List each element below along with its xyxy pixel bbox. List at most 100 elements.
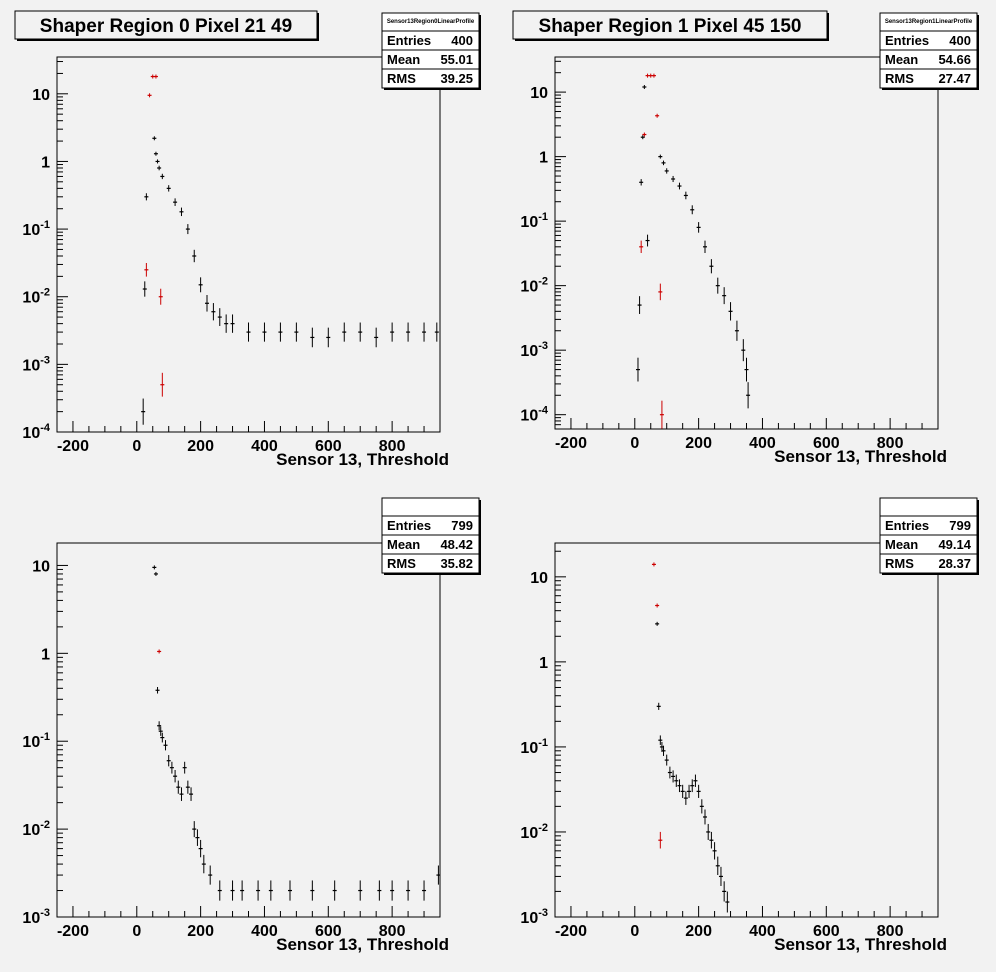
data-point xyxy=(179,207,184,217)
y-tick-label: 10-4 xyxy=(22,422,50,442)
data-point xyxy=(173,198,178,206)
stats-label: Entries xyxy=(387,518,431,533)
data-point xyxy=(141,398,146,425)
data-point xyxy=(664,168,669,174)
y-tick-label: 10-2 xyxy=(22,287,50,307)
stats-label: Mean xyxy=(885,52,918,67)
data-point xyxy=(166,185,171,192)
x-tick-label: 800 xyxy=(877,435,904,452)
data-point xyxy=(294,322,299,342)
x-tick-label: 600 xyxy=(813,923,840,940)
data-point xyxy=(262,322,267,342)
data-point xyxy=(661,160,666,166)
data-point xyxy=(642,84,647,89)
plot-frame xyxy=(56,542,441,918)
chart-title: Shaper Region 1 Pixel 45 150 xyxy=(539,16,802,37)
plot-panel-2: -200 0 200 400 600 800 10-3 10-2 10-1 1 10 Sensor 1… xyxy=(22,497,481,954)
data-point xyxy=(706,823,711,840)
data-point xyxy=(153,74,158,79)
data-point xyxy=(658,735,663,745)
x-tick-label: 200 xyxy=(187,438,214,455)
x-axis-label: Sensor 13, Threshold xyxy=(276,450,449,469)
y-tick-label: 10-1 xyxy=(22,219,50,239)
x-tick-label: 200 xyxy=(685,923,712,940)
title-box xyxy=(14,10,318,40)
data-point xyxy=(406,880,411,901)
data-layer xyxy=(635,73,751,429)
stats-value: 799 xyxy=(949,518,971,533)
data-point xyxy=(658,283,663,301)
data-point xyxy=(230,314,235,333)
x-tick-label: 400 xyxy=(749,923,776,940)
data-point xyxy=(734,320,739,341)
data-point xyxy=(189,787,194,801)
stats-label: Entries xyxy=(387,33,431,48)
data-point xyxy=(640,135,645,140)
stats-label: RMS xyxy=(387,556,416,571)
data-point xyxy=(192,821,197,838)
y-tick-label: 1 xyxy=(539,150,548,167)
stats-value: 48.42 xyxy=(440,537,473,552)
data-point xyxy=(406,322,411,342)
data-point xyxy=(201,854,206,874)
stats-value: 54.66 xyxy=(938,52,971,67)
y-tick-label: 10-3 xyxy=(22,907,50,927)
x-tick-label: 0 xyxy=(630,923,639,940)
data-point xyxy=(153,151,158,156)
data-point xyxy=(374,327,379,348)
x-axis-label: Sensor 13, Threshold xyxy=(774,447,947,466)
data-layer xyxy=(152,565,440,901)
data-point xyxy=(667,766,672,779)
data-point xyxy=(712,842,717,860)
stats-label: Mean xyxy=(885,537,918,552)
data-point xyxy=(268,880,273,901)
stats-label: RMS xyxy=(885,71,914,86)
x-tick-label: 600 xyxy=(315,438,342,455)
data-point xyxy=(639,240,644,254)
plot-frame xyxy=(554,542,939,918)
data-point xyxy=(278,322,283,342)
data-point xyxy=(690,205,695,215)
data-point xyxy=(674,774,679,787)
data-point xyxy=(310,880,315,901)
data-point xyxy=(651,73,656,78)
x-tick-label: -200 xyxy=(555,923,587,940)
data-point xyxy=(157,721,162,731)
data-point xyxy=(185,224,190,235)
x-axis-label: Sensor 13, Threshold xyxy=(774,935,947,954)
data-point xyxy=(390,880,395,901)
stats-name: Sensor13Region0LinearProfile xyxy=(387,19,475,25)
y-tick-label: 10 xyxy=(32,558,50,575)
data-point xyxy=(208,865,213,885)
data-point xyxy=(152,136,157,141)
data-point xyxy=(217,880,222,901)
data-point xyxy=(198,277,203,293)
data-point xyxy=(677,182,682,190)
data-point xyxy=(182,761,187,774)
y-tick-label: 10-1 xyxy=(22,731,50,751)
data-point xyxy=(192,249,197,263)
data-point xyxy=(158,288,163,305)
data-point xyxy=(671,175,676,183)
stats-label: RMS xyxy=(387,71,416,86)
plot-frame xyxy=(56,56,441,433)
x-tick-label: -200 xyxy=(57,438,89,455)
data-point xyxy=(166,755,171,767)
x-axis-label: Sensor 13, Threshold xyxy=(276,935,449,954)
data-point xyxy=(677,779,682,793)
data-point xyxy=(310,327,315,348)
data-point xyxy=(230,880,235,901)
data-point xyxy=(144,193,149,201)
data-point xyxy=(671,770,676,783)
data-point xyxy=(722,287,727,305)
data-point xyxy=(157,649,162,654)
data-point xyxy=(699,799,704,814)
data-point xyxy=(746,382,751,409)
data-point xyxy=(217,308,222,326)
data-point xyxy=(205,294,210,312)
data-point xyxy=(160,732,165,743)
data-point xyxy=(696,222,701,233)
data-point xyxy=(179,787,184,801)
x-tick-label: 200 xyxy=(685,435,712,452)
